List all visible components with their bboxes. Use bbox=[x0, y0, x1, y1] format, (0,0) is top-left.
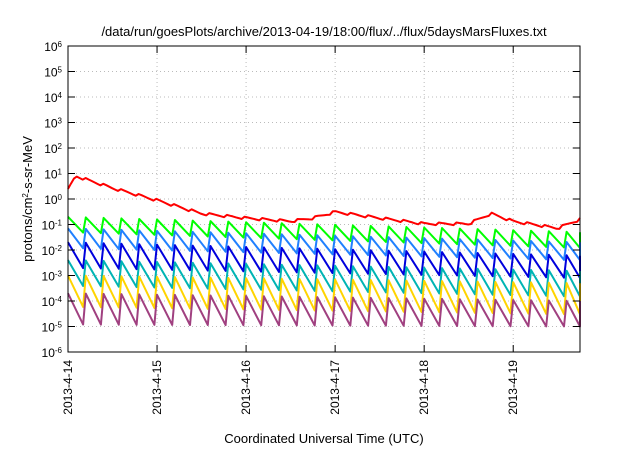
series-line-3 bbox=[67, 227, 581, 262]
x-tick-label: 2013-4-16 bbox=[239, 360, 253, 415]
y-tick-label: 10-3 bbox=[42, 269, 63, 284]
series-line-1 bbox=[67, 175, 581, 230]
y-tick-exponent: -5 bbox=[55, 320, 63, 329]
y-tick-base: 10 bbox=[44, 117, 58, 131]
y-axis-label: protons/cm2-s-sr-MeV bbox=[20, 136, 35, 262]
series-line-6 bbox=[67, 274, 581, 316]
y-tick-label: 10-2 bbox=[42, 244, 63, 259]
x-tick-label: 2013-4-18 bbox=[417, 360, 431, 415]
y-tick-base: 10 bbox=[44, 193, 58, 207]
x-tick-label: 2013-4-19 bbox=[506, 360, 520, 415]
tick-marks bbox=[67, 45, 580, 353]
y-tick-label: 104 bbox=[44, 91, 62, 106]
y-tick-exponent: 0 bbox=[58, 193, 63, 202]
y-tick-labels: 10-610-510-410-310-210-11001011021031041… bbox=[42, 40, 63, 361]
y-tick-base: 10 bbox=[42, 321, 56, 335]
y-tick-base: 10 bbox=[44, 168, 58, 182]
y-tick-base: 10 bbox=[42, 295, 56, 309]
y-tick-exponent: -3 bbox=[55, 269, 63, 278]
y-tick-exponent: -6 bbox=[55, 346, 63, 355]
y-tick-exponent: 1 bbox=[58, 167, 63, 176]
y-tick-label: 10-1 bbox=[42, 218, 63, 233]
x-tick-label: 2013-4-17 bbox=[328, 360, 342, 415]
y-tick-exponent: 6 bbox=[58, 40, 63, 49]
y-tick-base: 10 bbox=[44, 40, 58, 54]
y-tick-label: 106 bbox=[44, 40, 62, 55]
y-tick-label: 10-4 bbox=[42, 295, 63, 310]
y-tick-label: 10-6 bbox=[42, 346, 63, 361]
y-tick-exponent: -2 bbox=[55, 244, 63, 253]
y-tick-base: 10 bbox=[42, 270, 56, 284]
y-axis-label-pre: protons/cm bbox=[20, 198, 35, 262]
y-tick-exponent: 3 bbox=[58, 116, 63, 125]
series-line-7 bbox=[67, 292, 581, 328]
y-tick-exponent: -1 bbox=[55, 218, 63, 227]
y-tick-label: 101 bbox=[44, 167, 62, 182]
series-line-4 bbox=[67, 241, 581, 279]
y-tick-base: 10 bbox=[42, 346, 56, 360]
y-tick-base: 10 bbox=[42, 244, 56, 258]
chart-title: /data/run/goesPlots/archive/2013-04-19/1… bbox=[101, 24, 547, 39]
series-layer bbox=[67, 175, 581, 328]
x-tick-label: 2013-4-15 bbox=[150, 360, 164, 415]
series-line-2 bbox=[67, 216, 581, 249]
y-tick-base: 10 bbox=[44, 66, 58, 80]
y-tick-base: 10 bbox=[42, 219, 56, 233]
x-tick-label: 2013-4-14 bbox=[61, 360, 75, 415]
y-axis-label-sup: 2 bbox=[21, 193, 30, 198]
x-axis-label: Coordinated Universal Time (UTC) bbox=[224, 431, 423, 446]
y-tick-base: 10 bbox=[44, 142, 58, 156]
y-tick-base: 10 bbox=[44, 91, 58, 105]
x-tick-labels: 2013-4-14 2013-4-15 2013-4-16 2013-4-17 2013… bbox=[61, 360, 520, 415]
series-line-5 bbox=[67, 259, 581, 298]
y-tick-exponent: 5 bbox=[58, 65, 63, 74]
y-tick-label: 100 bbox=[44, 193, 62, 208]
y-tick-label: 103 bbox=[44, 116, 62, 131]
y-tick-exponent: 2 bbox=[58, 142, 63, 151]
y-axis-label-post: -s-sr-MeV bbox=[20, 136, 35, 193]
y-tick-exponent: -4 bbox=[55, 295, 63, 304]
y-tick-label: 102 bbox=[44, 142, 62, 157]
y-tick-label: 105 bbox=[44, 65, 62, 80]
y-tick-label: 10-5 bbox=[42, 320, 63, 335]
y-tick-exponent: 4 bbox=[58, 91, 63, 100]
